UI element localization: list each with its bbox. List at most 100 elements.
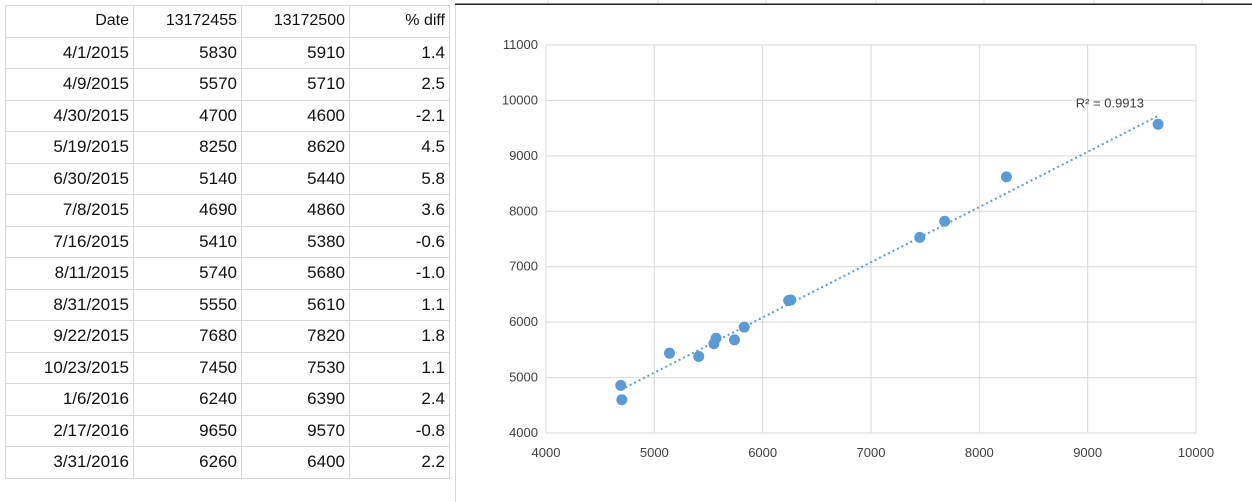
cell-13172500[interactable]: 5710 bbox=[241, 68, 350, 101]
cell-13172500[interactable]: 7820 bbox=[241, 320, 350, 353]
cell-date[interactable]: 7/16/2015 bbox=[5, 225, 134, 258]
cell-percent-diff[interactable]: -1.0 bbox=[349, 257, 450, 290]
cell-date[interactable]: 4/1/2015 bbox=[5, 36, 134, 69]
data-point[interactable] bbox=[785, 294, 797, 306]
cell-13172500[interactable]: 8620 bbox=[241, 131, 350, 164]
cell-date[interactable]: 1/6/2016 bbox=[5, 383, 134, 416]
cell-percent-diff[interactable]: -0.8 bbox=[349, 414, 450, 447]
table-row: 7/16/2015 5410 5380 -0.6 bbox=[5, 225, 450, 258]
cell-13172455[interactable]: 5830 bbox=[133, 36, 242, 69]
header-date[interactable]: Date bbox=[5, 5, 134, 38]
y-tick-label: 10000 bbox=[502, 92, 538, 107]
data-point[interactable] bbox=[1152, 118, 1164, 130]
cell-13172455[interactable]: 7680 bbox=[133, 320, 242, 353]
cell-percent-diff[interactable]: 2.2 bbox=[349, 446, 450, 479]
x-tick-label: 6000 bbox=[748, 445, 777, 460]
cell-13172455[interactable]: 9650 bbox=[133, 414, 242, 447]
cell-13172500[interactable]: 9570 bbox=[241, 414, 350, 447]
cell-13172455[interactable]: 4700 bbox=[133, 99, 242, 132]
cell-date[interactable]: 4/9/2015 bbox=[5, 68, 134, 101]
data-point[interactable] bbox=[914, 231, 926, 243]
table-row: 4/1/2015 5830 5910 1.4 bbox=[5, 36, 450, 69]
cell-13172455[interactable]: 7450 bbox=[133, 351, 242, 384]
x-tick-label: 10000 bbox=[1178, 445, 1214, 460]
scatter-chart[interactable]: 4000 5000 6000 7000 8000 9000 10000 4000 5000 600… bbox=[455, 5, 1252, 502]
cell-percent-diff[interactable]: -2.1 bbox=[349, 99, 450, 132]
cell-percent-diff[interactable]: 1.1 bbox=[349, 351, 450, 384]
table-row: 10/23/2015 7450 7530 1.1 bbox=[5, 351, 450, 384]
cell-13172500[interactable]: 5680 bbox=[241, 257, 350, 290]
table-row: 1/6/2016 6240 6390 2.4 bbox=[5, 383, 450, 416]
cell-13172500[interactable]: 4860 bbox=[241, 194, 350, 227]
y-tick-label: 7000 bbox=[509, 259, 538, 274]
data-point[interactable] bbox=[1000, 171, 1012, 183]
cell-13172455[interactable]: 5550 bbox=[133, 288, 242, 321]
x-tick-label: 8000 bbox=[965, 445, 994, 460]
cell-percent-diff[interactable]: 2.4 bbox=[349, 383, 450, 416]
x-tick-label: 9000 bbox=[1073, 445, 1102, 460]
cell-date[interactable]: 7/8/2015 bbox=[5, 194, 134, 227]
cell-date[interactable]: 8/31/2015 bbox=[5, 288, 134, 321]
cell-date[interactable]: 10/23/2015 bbox=[5, 351, 134, 384]
cell-percent-diff[interactable]: 1.4 bbox=[349, 36, 450, 69]
table-row: 7/8/2015 4690 4860 3.6 bbox=[5, 194, 450, 227]
data-point[interactable] bbox=[664, 347, 675, 359]
data-point[interactable] bbox=[616, 394, 628, 406]
header-percent-diff[interactable]: % diff bbox=[349, 5, 450, 38]
cell-date[interactable]: 3/31/2016 bbox=[5, 446, 134, 479]
y-tick-label: 6000 bbox=[509, 314, 538, 329]
cell-date[interactable]: 5/19/2015 bbox=[5, 131, 134, 164]
cell-date[interactable]: 9/22/2015 bbox=[5, 320, 134, 353]
cell-13172455[interactable]: 8250 bbox=[133, 131, 242, 164]
cell-13172455[interactable]: 5140 bbox=[133, 162, 242, 195]
y-tick-label: 4000 bbox=[509, 425, 538, 440]
table-body: 4/1/2015 5830 5910 1.4 4/9/2015 5570 5710 2.5 4/… bbox=[5, 36, 450, 479]
cell-13172500[interactable]: 5910 bbox=[241, 36, 350, 69]
cell-13172500[interactable]: 5380 bbox=[241, 225, 350, 258]
table-row: 8/31/2015 5550 5610 1.1 bbox=[5, 288, 450, 321]
cell-date[interactable]: 8/11/2015 bbox=[5, 257, 134, 290]
cell-13172455[interactable]: 5570 bbox=[133, 68, 242, 101]
cell-13172500[interactable]: 7530 bbox=[241, 351, 350, 384]
data-point[interactable] bbox=[693, 351, 705, 363]
cell-13172500[interactable]: 6400 bbox=[241, 446, 350, 479]
cell-13172455[interactable]: 6260 bbox=[133, 446, 242, 479]
cell-percent-diff[interactable]: 3.6 bbox=[349, 194, 450, 227]
table-row: 6/30/2015 5140 5440 5.8 bbox=[5, 162, 450, 195]
cell-percent-diff[interactable]: 5.8 bbox=[349, 162, 450, 195]
data-point[interactable] bbox=[615, 379, 627, 391]
data-point[interactable] bbox=[708, 338, 720, 350]
cell-13172500[interactable]: 4600 bbox=[241, 99, 350, 132]
data-point[interactable] bbox=[939, 215, 951, 227]
table-header-row: Date 13172455 13172500 % diff bbox=[5, 5, 450, 38]
table-row: 5/19/2015 8250 8620 4.5 bbox=[5, 131, 450, 164]
cell-13172500[interactable]: 6390 bbox=[241, 383, 350, 416]
table-row: 4/30/2015 4700 4600 -2.1 bbox=[5, 99, 450, 132]
y-tick-label: 5000 bbox=[509, 370, 538, 385]
cell-13172455[interactable]: 6240 bbox=[133, 383, 242, 416]
table-row: 3/31/2016 6260 6400 2.2 bbox=[5, 446, 450, 479]
x-tick-label: 5000 bbox=[640, 445, 669, 460]
cell-percent-diff[interactable]: 1.1 bbox=[349, 288, 450, 321]
cell-percent-diff[interactable]: 2.5 bbox=[349, 68, 450, 101]
cell-percent-diff[interactable]: -0.6 bbox=[349, 225, 450, 258]
cell-13172500[interactable]: 5610 bbox=[241, 288, 350, 321]
data-point[interactable] bbox=[738, 321, 750, 333]
cell-13172455[interactable]: 5740 bbox=[133, 257, 242, 290]
header-gauge-13172500[interactable]: 13172500 bbox=[241, 5, 350, 38]
data-point[interactable] bbox=[729, 334, 740, 346]
data-table: Date 13172455 13172500 % diff 4/1/2015 58… bbox=[5, 5, 450, 479]
cell-13172455[interactable]: 4690 bbox=[133, 194, 242, 227]
cell-percent-diff[interactable]: 4.5 bbox=[349, 131, 450, 164]
y-tick-label: 11000 bbox=[503, 37, 538, 52]
trendline bbox=[620, 115, 1159, 391]
cell-date[interactable]: 6/30/2015 bbox=[5, 162, 134, 195]
cell-13172500[interactable]: 5440 bbox=[241, 162, 350, 195]
cell-date[interactable]: 4/30/2015 bbox=[5, 99, 134, 132]
cell-percent-diff[interactable]: 1.8 bbox=[349, 320, 450, 353]
header-gauge-13172455[interactable]: 13172455 bbox=[133, 5, 242, 38]
cell-date[interactable]: 2/17/2016 bbox=[5, 414, 134, 447]
table-row: 9/22/2015 7680 7820 1.8 bbox=[5, 320, 450, 353]
table-row: 2/17/2016 9650 9570 -0.8 bbox=[5, 414, 450, 447]
cell-13172455[interactable]: 5410 bbox=[133, 225, 242, 258]
